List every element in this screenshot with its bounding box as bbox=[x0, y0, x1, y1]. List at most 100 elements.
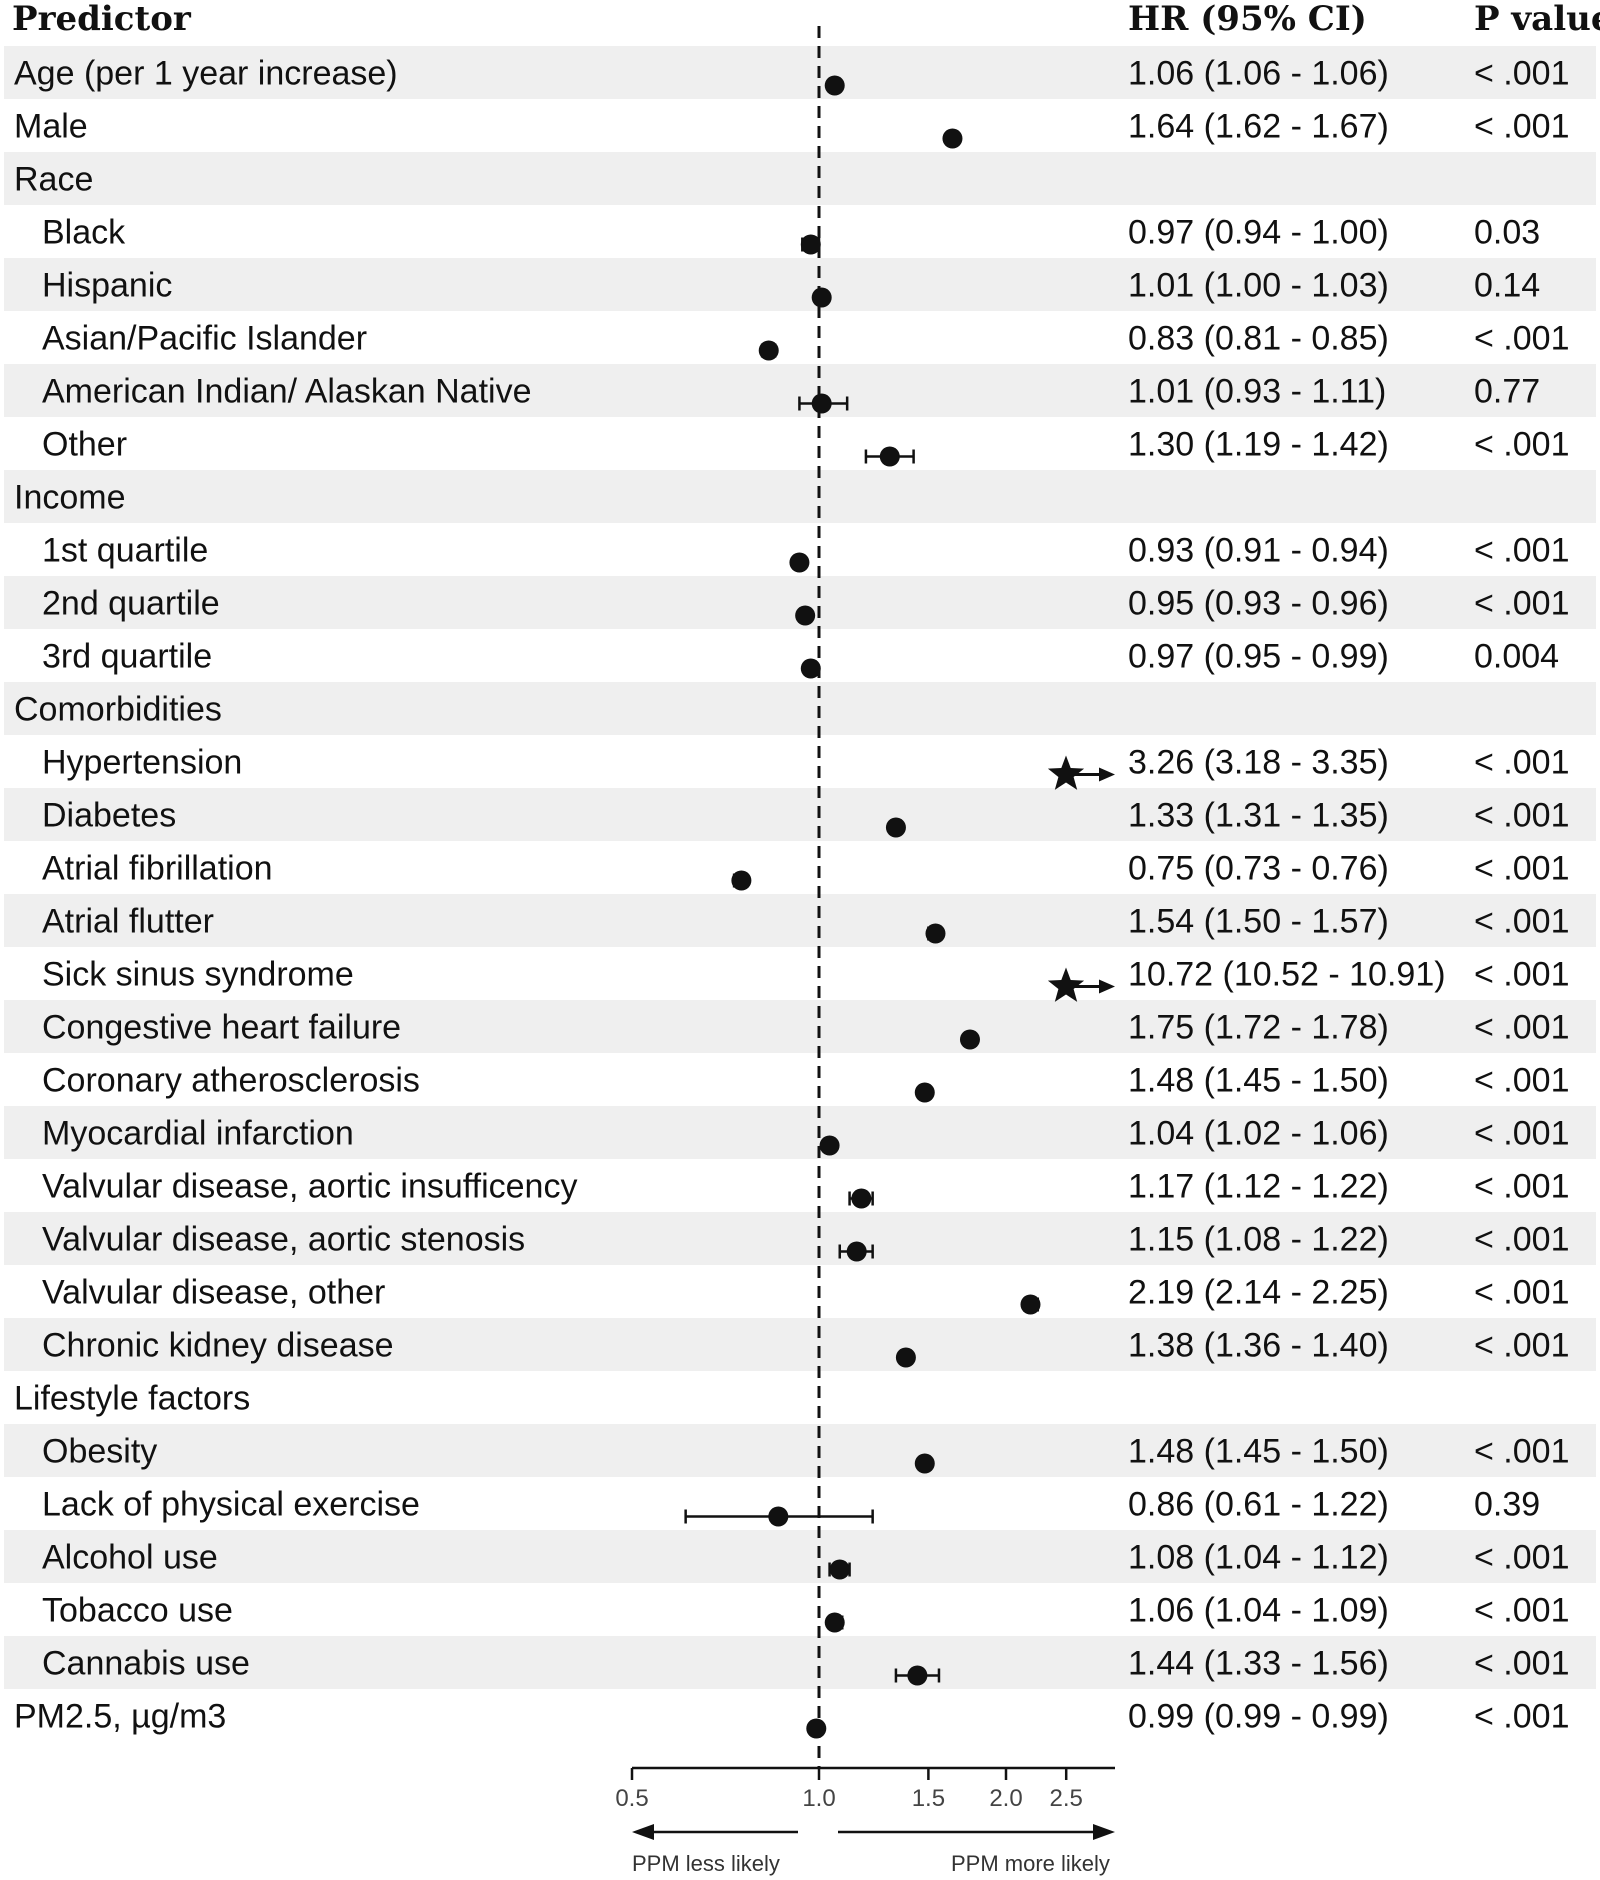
predictor-label: Hispanic bbox=[42, 267, 172, 305]
hr-point-marker bbox=[925, 923, 946, 944]
hr-ci-value: 0.97 (0.95 - 0.99) bbox=[1128, 638, 1389, 676]
hr-point-marker bbox=[895, 1347, 916, 1368]
row-stripe bbox=[4, 1530, 1596, 1583]
row-stripe bbox=[4, 788, 1596, 841]
table-row: Comorbidities bbox=[14, 691, 222, 729]
hr-star-marker bbox=[1047, 755, 1085, 790]
hr-point-marker bbox=[811, 287, 832, 308]
predictor-label: Lifestyle factors bbox=[14, 1380, 250, 1418]
table-row: Diabetes 1.33 (1.31 - 1.35) < .001 bbox=[42, 797, 1569, 838]
hr-point-marker bbox=[789, 552, 810, 573]
x-tick-label: 1.5 bbox=[912, 1785, 945, 1812]
row-stripe bbox=[4, 46, 1596, 99]
hr-point-marker bbox=[846, 1241, 867, 1262]
hr-ci-value: 10.72 (10.52 - 10.91) bbox=[1128, 956, 1446, 994]
table-row: Age (per 1 year increase) 1.06 (1.06 - 1.… bbox=[14, 55, 1569, 96]
predictor-label: Obesity bbox=[42, 1433, 157, 1471]
hr-point-marker bbox=[851, 1188, 872, 1209]
hr-point-marker bbox=[768, 1506, 789, 1527]
arrow-left-head bbox=[632, 1824, 654, 1840]
table-row: Income bbox=[14, 479, 126, 517]
predictor-label: Male bbox=[14, 108, 88, 146]
table-row: Coronary atherosclerosis 1.48 (1.45 - 1.5… bbox=[42, 1062, 1569, 1103]
arrow-label-less-likely: PPM less likely bbox=[632, 1851, 780, 1876]
table-row: PM2.5, µg/m3 0.99 (0.99 - 0.99) < .001 bbox=[14, 1698, 1569, 1739]
hr-ci-value: 1.38 (1.36 - 1.40) bbox=[1128, 1327, 1389, 1365]
predictor-label: 2nd quartile bbox=[42, 585, 220, 623]
hr-point-marker bbox=[758, 340, 779, 361]
p-value: < .001 bbox=[1474, 797, 1569, 835]
p-value: < .001 bbox=[1474, 532, 1569, 570]
predictor-label: Diabetes bbox=[42, 797, 176, 835]
hr-ci-value: 3.26 (3.18 - 3.35) bbox=[1128, 744, 1389, 782]
predictor-label: Income bbox=[14, 479, 126, 517]
predictor-label: 1st quartile bbox=[42, 532, 208, 570]
p-value: 0.39 bbox=[1474, 1486, 1540, 1524]
hr-point-marker bbox=[942, 128, 963, 149]
predictor-label: Hypertension bbox=[42, 744, 242, 782]
hr-ci-value: 1.75 (1.72 - 1.78) bbox=[1128, 1009, 1389, 1047]
arrow-right-head bbox=[1093, 1824, 1115, 1840]
hr-point-marker bbox=[811, 393, 832, 414]
hr-ci-value: 0.99 (0.99 - 0.99) bbox=[1128, 1698, 1389, 1736]
predictor-label: American Indian/ Alaskan Native bbox=[42, 373, 531, 411]
x-tick-label: 1.0 bbox=[802, 1785, 835, 1812]
table-row: Male 1.64 (1.62 - 1.67) < .001 bbox=[14, 108, 1569, 149]
table-row: Atrial flutter 1.54 (1.50 - 1.57) < .001 bbox=[42, 903, 1569, 944]
p-value: 0.004 bbox=[1474, 638, 1559, 676]
hr-ci-value: 1.01 (0.93 - 1.11) bbox=[1128, 373, 1386, 411]
row-stripe bbox=[4, 1318, 1596, 1371]
hr-point-marker bbox=[731, 870, 752, 891]
p-value: < .001 bbox=[1474, 1433, 1569, 1471]
p-value: 0.03 bbox=[1474, 214, 1540, 252]
hr-point-marker bbox=[829, 1559, 850, 1580]
row-stripe bbox=[4, 152, 1596, 205]
hr-point-marker bbox=[914, 1453, 935, 1474]
table-row: Tobacco use 1.06 (1.04 - 1.09) < .001 bbox=[42, 1592, 1569, 1633]
table-row: American Indian/ Alaskan Native 1.01 (0.9… bbox=[42, 373, 1540, 414]
x-axis: 0.5 1.0 1.5 2.0 2.5 bbox=[615, 1766, 1115, 1840]
predictor-label: Black bbox=[42, 214, 126, 252]
hr-point-marker bbox=[824, 75, 845, 96]
p-value: < .001 bbox=[1474, 1168, 1569, 1206]
p-value: < .001 bbox=[1474, 850, 1569, 888]
row-stripe bbox=[4, 894, 1596, 947]
p-value: < .001 bbox=[1474, 1062, 1569, 1100]
p-value: < .001 bbox=[1474, 1274, 1569, 1312]
table-row: Alcohol use 1.08 (1.04 - 1.12) < .001 bbox=[42, 1539, 1569, 1580]
predictor-label: PM2.5, µg/m3 bbox=[14, 1698, 226, 1736]
offscale-arrow-head bbox=[1099, 979, 1115, 994]
table-row: 1st quartile 0.93 (0.91 - 0.94) < .001 bbox=[42, 532, 1569, 573]
hr-ci-value: 0.83 (0.81 - 0.85) bbox=[1128, 320, 1389, 358]
predictor-label: Valvular disease, aortic stenosis bbox=[42, 1221, 525, 1259]
predictor-label: Chronic kidney disease bbox=[42, 1327, 394, 1365]
row-stripe bbox=[4, 1106, 1596, 1159]
table-row: Hypertension 3.26 (3.18 - 3.35) < .001 bbox=[42, 744, 1569, 790]
predictor-label: Atrial flutter bbox=[42, 903, 214, 941]
table-row: Congestive heart failure 1.75 (1.72 - 1.7… bbox=[42, 1009, 1569, 1050]
table-row: Valvular disease, aortic stenosis 1.15 (1… bbox=[42, 1221, 1569, 1262]
hr-point-marker bbox=[1020, 1294, 1041, 1315]
table-row: Myocardial infarction 1.04 (1.02 - 1.06) <… bbox=[42, 1115, 1569, 1156]
p-value: 0.14 bbox=[1474, 267, 1540, 305]
table-row: Valvular disease, aortic insufficency 1.1… bbox=[42, 1168, 1569, 1209]
hr-ci-value: 0.95 (0.93 - 0.96) bbox=[1128, 585, 1389, 623]
table-row: Obesity 1.48 (1.45 - 1.50) < .001 bbox=[42, 1433, 1569, 1474]
predictor-label: Asian/Pacific Islander bbox=[42, 320, 367, 358]
p-value: < .001 bbox=[1474, 744, 1569, 782]
predictor-label: Atrial fibrillation bbox=[42, 850, 273, 888]
hr-point-marker bbox=[824, 1612, 845, 1633]
table-row: 2nd quartile 0.95 (0.93 - 0.96) < .001 bbox=[42, 585, 1569, 626]
hr-ci-value: 1.64 (1.62 - 1.67) bbox=[1128, 108, 1389, 146]
predictor-label: 3rd quartile bbox=[42, 638, 212, 676]
p-value: < .001 bbox=[1474, 903, 1569, 941]
table-row: Race bbox=[14, 161, 93, 199]
hr-ci-value: 1.30 (1.19 - 1.42) bbox=[1128, 426, 1389, 464]
p-value: < .001 bbox=[1474, 585, 1569, 623]
predictor-label: Race bbox=[14, 161, 93, 199]
table-row: Hispanic 1.01 (1.00 - 1.03) 0.14 bbox=[42, 267, 1540, 308]
row-stripe bbox=[4, 258, 1596, 311]
table-row: Valvular disease, other 2.19 (2.14 - 2.25… bbox=[42, 1274, 1569, 1315]
hr-ci-value: 0.86 (0.61 - 1.22) bbox=[1128, 1486, 1389, 1524]
hr-star-marker bbox=[1047, 967, 1085, 1002]
